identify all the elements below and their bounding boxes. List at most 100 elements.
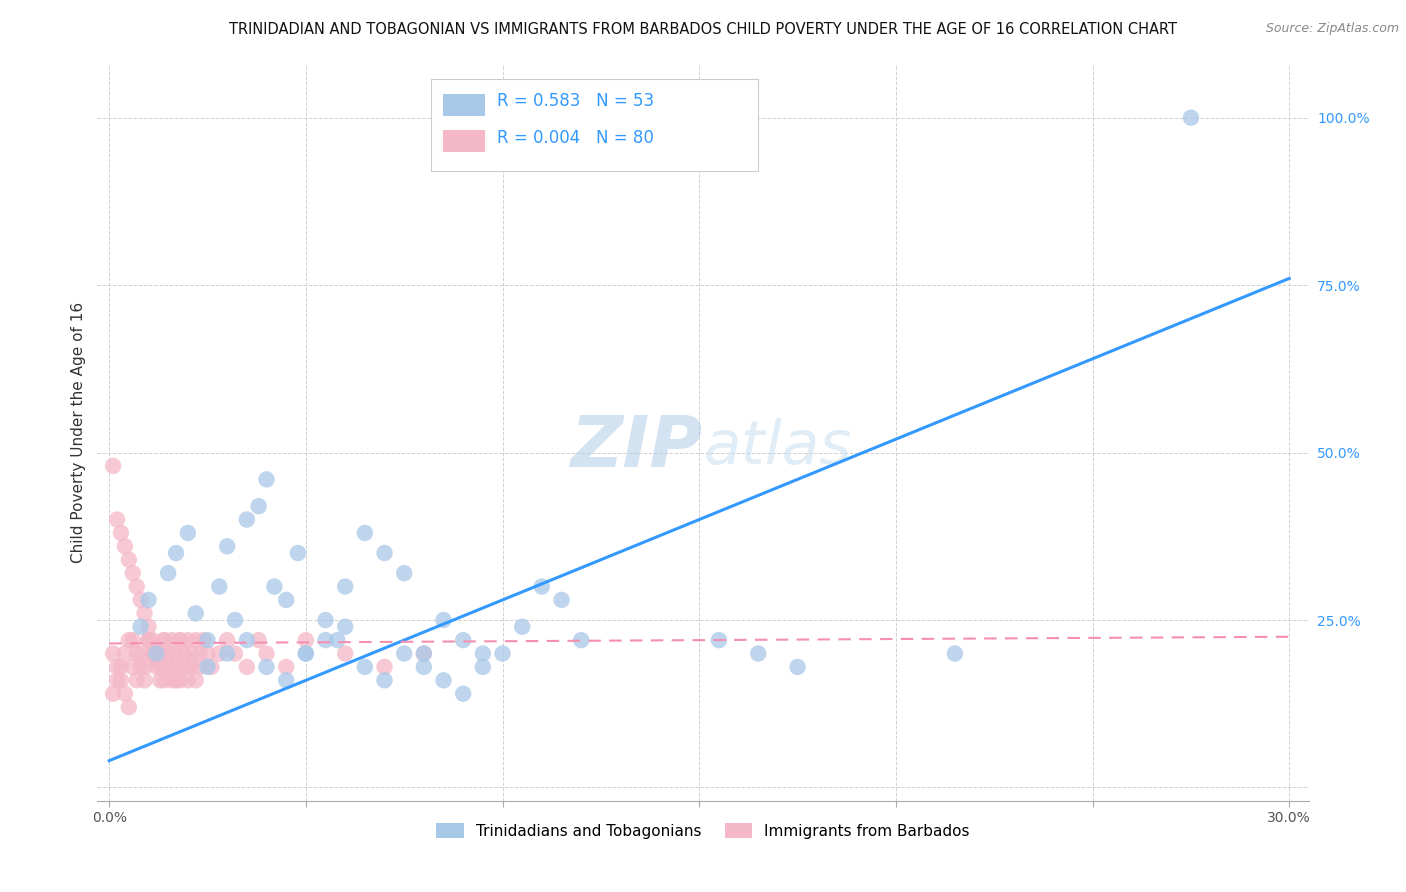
Point xyxy=(160,660,183,674)
Point xyxy=(208,647,231,661)
Point xyxy=(451,687,474,701)
Point xyxy=(392,647,415,661)
Point xyxy=(491,647,513,661)
Point xyxy=(315,613,337,627)
Point xyxy=(145,640,167,654)
Y-axis label: Child Poverty Under the Age of 16: Child Poverty Under the Age of 16 xyxy=(72,301,86,563)
Point xyxy=(101,687,124,701)
Point xyxy=(121,566,143,581)
Point xyxy=(149,660,172,674)
Point xyxy=(134,607,156,621)
Point xyxy=(134,673,156,688)
Point xyxy=(114,687,136,701)
Point xyxy=(412,647,434,661)
Point xyxy=(335,580,357,594)
Point xyxy=(943,647,966,661)
Point xyxy=(145,647,167,661)
Point xyxy=(165,660,187,674)
Point xyxy=(110,673,132,688)
Point xyxy=(177,633,200,648)
Point xyxy=(169,633,191,648)
Text: R = 0.004   N = 80: R = 0.004 N = 80 xyxy=(498,128,654,147)
Point xyxy=(256,660,278,674)
Point xyxy=(157,660,180,674)
Point xyxy=(569,633,592,648)
Point xyxy=(114,539,136,553)
FancyBboxPatch shape xyxy=(430,78,758,171)
Point xyxy=(707,633,730,648)
Point xyxy=(105,673,128,688)
Point xyxy=(125,673,148,688)
Point xyxy=(138,633,160,648)
Point xyxy=(184,633,207,648)
Point xyxy=(138,593,160,607)
Point xyxy=(105,512,128,526)
Point xyxy=(165,546,187,560)
Point xyxy=(247,633,270,648)
Point xyxy=(197,660,219,674)
Point xyxy=(141,633,163,648)
Point xyxy=(451,633,474,648)
Point xyxy=(247,499,270,513)
Point xyxy=(295,633,318,648)
Point xyxy=(180,660,202,674)
Point xyxy=(173,647,195,661)
Point xyxy=(256,647,278,661)
Point xyxy=(287,546,309,560)
Point xyxy=(530,580,553,594)
Point xyxy=(392,566,415,581)
Point xyxy=(550,593,572,607)
Point xyxy=(177,525,200,540)
Point xyxy=(177,673,200,688)
Point xyxy=(217,633,239,648)
Point xyxy=(276,673,298,688)
Point xyxy=(180,647,202,661)
Point xyxy=(236,660,259,674)
Point xyxy=(276,660,298,674)
Bar xyxy=(443,94,485,116)
Point xyxy=(169,633,191,648)
Point xyxy=(153,633,176,648)
Point xyxy=(197,647,219,661)
Point xyxy=(326,633,349,648)
Point xyxy=(125,647,148,661)
Point xyxy=(145,653,167,667)
Point xyxy=(160,673,183,688)
Point xyxy=(217,539,239,553)
Point xyxy=(121,660,143,674)
Point xyxy=(110,525,132,540)
Point xyxy=(145,660,167,674)
Point xyxy=(412,660,434,674)
Point xyxy=(160,633,183,648)
Point xyxy=(149,647,172,661)
Point xyxy=(193,633,215,648)
Point xyxy=(184,607,207,621)
Point xyxy=(315,633,337,648)
Legend: Trinidadians and Tobagonians, Immigrants from Barbados: Trinidadians and Tobagonians, Immigrants… xyxy=(430,816,976,845)
Text: ZIP: ZIP xyxy=(571,413,703,482)
Point xyxy=(153,673,176,688)
Text: TRINIDADIAN AND TOBAGONIAN VS IMMIGRANTS FROM BARBADOS CHILD POVERTY UNDER THE A: TRINIDADIAN AND TOBAGONIAN VS IMMIGRANTS… xyxy=(229,22,1177,37)
Point xyxy=(236,512,259,526)
Bar xyxy=(443,130,485,153)
Point xyxy=(373,546,395,560)
Point xyxy=(110,660,132,674)
Point xyxy=(118,700,141,714)
Point xyxy=(1180,111,1202,125)
Point xyxy=(353,660,375,674)
Point xyxy=(471,647,494,661)
Point xyxy=(208,580,231,594)
Point xyxy=(432,613,454,627)
Point xyxy=(129,660,152,674)
Point xyxy=(471,660,494,674)
Point xyxy=(276,593,298,607)
Point xyxy=(197,633,219,648)
Point xyxy=(114,647,136,661)
Point xyxy=(200,660,222,674)
Text: Source: ZipAtlas.com: Source: ZipAtlas.com xyxy=(1265,22,1399,36)
Point xyxy=(129,620,152,634)
Point xyxy=(165,647,187,661)
Point xyxy=(412,647,434,661)
Point xyxy=(256,472,278,486)
Point xyxy=(224,647,246,661)
